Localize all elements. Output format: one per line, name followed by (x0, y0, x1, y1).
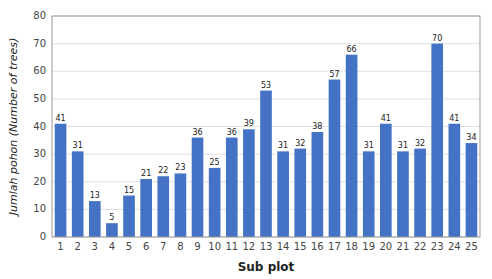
x-tick-label: 22 (414, 241, 427, 252)
bar (466, 143, 478, 237)
data-labels: 41 31 13 5 15 21 22 23 36 25 36 39 53 31 32 38 57 66 31 41 3… (55, 34, 476, 223)
bar (363, 151, 375, 237)
x-tick-label: 25 (465, 241, 478, 252)
x-tick-label: 2 (74, 241, 80, 252)
bar (431, 44, 443, 237)
bar (346, 55, 358, 237)
data-label: 31 (364, 141, 374, 150)
bar (209, 168, 221, 237)
data-label: 41 (55, 114, 65, 123)
x-tick-label: 9 (194, 241, 200, 252)
bar (277, 151, 289, 237)
bar (329, 80, 341, 237)
bar (157, 176, 169, 237)
bar (294, 149, 306, 237)
bar (260, 91, 272, 237)
data-label: 13 (90, 191, 100, 200)
x-tick-label: 1 (57, 241, 63, 252)
data-label: 41 (449, 114, 459, 123)
data-label: 22 (158, 166, 168, 175)
data-label: 57 (329, 70, 339, 79)
data-label: 31 (73, 141, 83, 150)
data-label: 21 (141, 169, 151, 178)
bar (243, 129, 255, 237)
x-tick-label: 3 (92, 241, 98, 252)
chart-svg: 0102030405060708041311351521222336253639… (0, 0, 492, 279)
plot-frame (52, 16, 480, 237)
bar (140, 179, 152, 237)
y-tick-label: 50 (33, 93, 46, 104)
y-axis: 0 10 20 30 40 50 60 70 80 (33, 10, 46, 242)
bar (397, 151, 409, 237)
data-label: 41 (381, 114, 391, 123)
plot-background (52, 16, 480, 237)
y-tick-label: 80 (33, 10, 46, 21)
data-label: 36 (192, 128, 202, 137)
x-tick-label: 14 (277, 241, 290, 252)
data-label: 31 (398, 141, 408, 150)
bar (175, 173, 187, 237)
data-label: 38 (312, 122, 322, 131)
data-label: 31 (278, 141, 288, 150)
bar (414, 149, 426, 237)
data-label: 5 (109, 213, 114, 222)
y-tick-label: 20 (33, 176, 46, 187)
bar (89, 201, 101, 237)
grid-line (52, 43, 480, 44)
x-tick-label: 13 (260, 241, 273, 252)
x-axis-title: Sub plot (238, 260, 295, 274)
x-tick-label: 15 (294, 241, 307, 252)
x-tick-label: 23 (431, 241, 444, 252)
x-tick-label: 10 (208, 241, 221, 252)
x-tick-label: 19 (362, 241, 375, 252)
data-label: 25 (210, 158, 220, 167)
x-tick-label: 16 (311, 241, 324, 252)
x-tick-label: 4 (109, 241, 115, 252)
x-tick-label: 7 (160, 241, 166, 252)
bar (55, 124, 67, 237)
x-tick-label: 20 (379, 241, 392, 252)
data-label: 70 (432, 34, 442, 43)
bar (72, 151, 84, 237)
y-tick-label: 70 (33, 38, 46, 49)
data-label: 36 (227, 128, 237, 137)
data-label: 32 (415, 139, 425, 148)
data-label: 23 (175, 163, 185, 172)
y-tick-label: 60 (33, 65, 46, 76)
grid-line (52, 71, 480, 72)
bar (380, 124, 392, 237)
x-tick-label: 17 (328, 241, 341, 252)
bar (312, 132, 324, 237)
x-tick-label: 24 (448, 241, 461, 252)
x-axis: 1234567891011121314151617181920212223242… (57, 241, 477, 252)
x-tick-label: 12 (243, 241, 256, 252)
bar (106, 223, 118, 237)
data-label: 66 (347, 45, 357, 54)
data-label: 53 (261, 81, 271, 90)
x-tick-label: 6 (143, 241, 149, 252)
data-label: 15 (124, 186, 134, 195)
x-tick-label: 18 (345, 241, 358, 252)
y-grid (52, 16, 480, 237)
chart-container: 0102030405060708041311351521222336253639… (0, 0, 492, 279)
y-tick-label: 10 (33, 203, 46, 214)
x-tick-label: 5 (126, 241, 132, 252)
bar (123, 196, 135, 237)
y-axis-title: Jumlah pohon (Number of trees) (7, 38, 20, 218)
data-label: 34 (466, 133, 476, 142)
y-tick-label: 0 (40, 231, 46, 242)
bar (448, 124, 460, 237)
bar (226, 138, 238, 237)
bars (55, 44, 478, 237)
y-tick-label: 40 (33, 121, 46, 132)
data-label: 39 (244, 119, 254, 128)
x-tick-label: 11 (225, 241, 238, 252)
bar (192, 138, 204, 237)
x-tick-label: 8 (177, 241, 183, 252)
data-label: 32 (295, 139, 305, 148)
x-tick-label: 21 (397, 241, 410, 252)
y-tick-label: 30 (33, 148, 46, 159)
